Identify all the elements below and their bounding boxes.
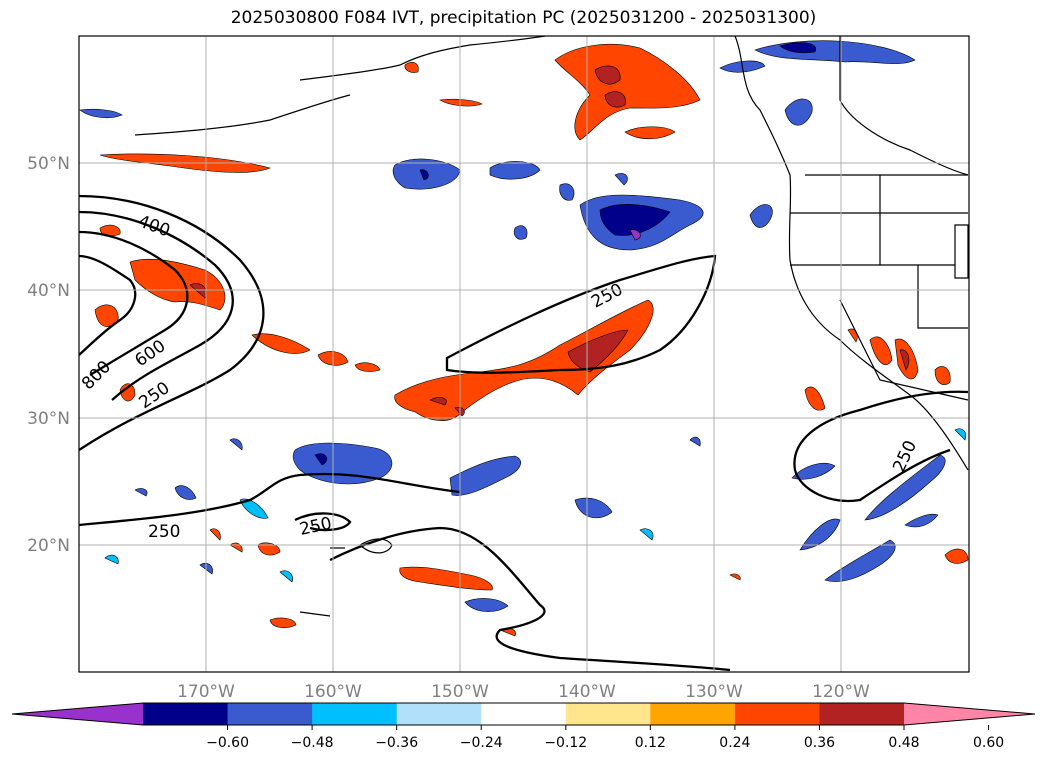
colorbar-extend-high [904,703,1035,725]
lat-labels: 20°N 30°N 40°N 50°N [27,154,70,556]
lat-label: 30°N [27,409,70,429]
colorbar-tick-label: −0.36 [375,735,418,751]
map-panel: 250 250 250 250 250 400 600 800 [79,36,969,672]
contour-label: 250 [148,522,180,542]
lon-label: 170°W [177,682,235,702]
map-background [79,36,969,672]
colorbar-tick-label: −0.60 [206,735,249,751]
colorbar-tick-label: 0.60 [973,735,1004,751]
lon-labels: 170°W 160°W 150°W 140°W 130°W 120°W [177,682,870,702]
colorbar-tick-label: 0.36 [804,735,835,751]
colorbar-segment [396,703,482,725]
lat-label: 50°N [27,154,70,174]
colorbar-tick-label: 0.24 [719,735,750,751]
colorbar-extend-low [12,703,143,725]
colorbar-tick-label: 0.12 [635,735,666,751]
lon-label: 130°W [685,682,743,702]
colorbar-tick-label: −0.48 [291,735,334,751]
negative-precip-shading [79,40,967,612]
colorbar-segment [819,703,905,725]
colorbar-outline [11,702,1036,726]
map-title: 2025030800 F084 IVT, precipitation PC (2… [230,8,817,28]
lon-label: 140°W [558,682,616,702]
graticule [79,36,969,672]
colorbar-segment [565,703,651,725]
colorbar-segment [143,703,229,725]
colorbar-segment [481,703,567,725]
colorbar-segment [227,703,313,725]
positive-precip-shading [94,43,969,637]
ivt-contours [79,194,969,672]
colorbar: −0.60 −0.48 −0.36 −0.24 −0.12 0.12 0.24 0.36 0.4… [11,702,1036,751]
colorbar-tick-label: −0.12 [544,735,587,751]
map-frame [78,35,970,673]
colorbar-segment [312,703,398,725]
lon-label: 150°W [431,682,489,702]
lon-label: 120°W [812,682,870,702]
colorbar-segment [650,703,736,725]
colorbar-segment [734,703,820,725]
lat-label: 20°N [27,536,70,556]
lon-label: 160°W [304,682,362,702]
lat-label: 40°N [27,281,70,301]
colorbar-tick-label: 0.48 [888,735,919,751]
colorbar-tick-label: −0.24 [460,735,503,751]
